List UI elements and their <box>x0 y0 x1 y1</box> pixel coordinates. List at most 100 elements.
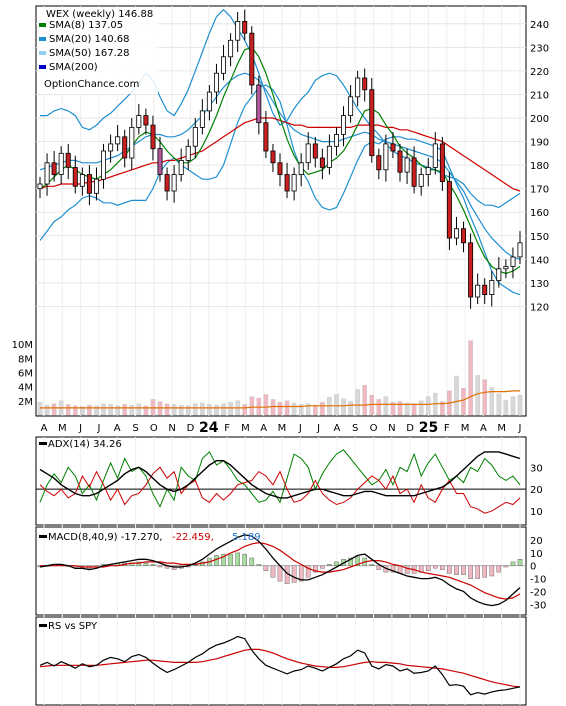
volume-bar <box>221 403 226 416</box>
macd-histogram-bar <box>313 565 318 573</box>
macd-legend: MACD(8,40,9) -17.270, -22.459, 5.189 <box>39 532 261 543</box>
adx-tick-label: 20 <box>530 485 543 496</box>
macd-histogram-bar <box>425 565 431 572</box>
candle-body <box>468 242 474 298</box>
rs-line <box>39 635 521 696</box>
volume-bar <box>263 394 269 416</box>
candle-body <box>101 150 107 180</box>
macd-tick-label: -10 <box>530 575 546 586</box>
candle-body <box>362 77 368 91</box>
volume-tick-label: 2M <box>18 397 33 408</box>
volume-bars <box>37 340 523 416</box>
macd-histogram-bar <box>143 562 149 566</box>
candle-body <box>432 143 438 168</box>
volume-bar <box>320 402 325 416</box>
candle-body <box>291 174 297 192</box>
rs-series <box>39 635 521 696</box>
legend-sma20: SMA(20) 140.68 <box>49 34 130 45</box>
volume-bar <box>397 401 403 416</box>
volume-bar <box>228 402 233 416</box>
volume-bar <box>482 379 487 416</box>
volume-bar <box>207 404 212 416</box>
volume-bar <box>256 397 262 416</box>
volume-bar <box>298 404 304 416</box>
volume-bar <box>249 396 255 416</box>
volume-bar <box>37 402 43 416</box>
chart-title: WEX (weekly) 146.88 <box>46 9 153 20</box>
volume-bar <box>115 405 120 416</box>
macd-histogram-bar <box>327 564 332 566</box>
volume-tick-label: 6M <box>18 369 33 380</box>
volume-bar <box>200 402 205 416</box>
macd-histogram-bar <box>482 565 488 578</box>
macd-histogram-bar <box>454 565 459 575</box>
candle-body <box>122 136 128 159</box>
macd-histogram-bar <box>496 565 502 573</box>
candle-body <box>383 143 389 171</box>
macd-histogram-bar <box>249 557 255 566</box>
x-tick-label: O <box>370 423 378 434</box>
candle-body <box>213 72 219 93</box>
macd-signal-value: -22.459, <box>172 532 214 543</box>
price-tick-label: 180 <box>530 161 549 172</box>
price-tick-label: 220 <box>530 67 549 78</box>
macd-histogram-bar <box>228 553 233 566</box>
x-tick-label: J <box>298 423 302 434</box>
volume-bar <box>164 403 170 416</box>
candle-body <box>489 280 495 296</box>
legend-swatch-sma8 <box>39 23 46 27</box>
x-tick-label: D <box>187 423 195 434</box>
candle-body <box>376 155 382 171</box>
candle-body <box>185 145 191 161</box>
price-tick-label: 120 <box>530 302 549 313</box>
volume-bar <box>305 403 311 416</box>
candle-body <box>199 110 205 128</box>
volume-bar <box>129 404 135 416</box>
gridlines <box>36 6 526 705</box>
volume-bar <box>341 398 346 416</box>
candle-body <box>249 32 255 86</box>
candle-body <box>108 143 114 152</box>
adx-label: ADX(14) 34.26 <box>48 439 122 450</box>
macd-histogram-bar <box>214 555 219 566</box>
watermark: OptionChance.com <box>44 79 139 90</box>
minus-di-line <box>39 466 521 514</box>
x-tick-label: A <box>114 423 121 434</box>
volume-bar <box>150 399 156 416</box>
macd-histogram-bar <box>320 565 325 569</box>
x-tick-label: 24 <box>199 420 219 436</box>
candle-body <box>446 181 452 239</box>
volume-bar <box>94 405 99 416</box>
candle-body <box>157 148 163 175</box>
x-tick-label: S <box>352 423 358 434</box>
candle-body <box>425 167 431 175</box>
x-tick-label: J <box>316 423 320 434</box>
volume-bar <box>101 403 106 416</box>
macd-histogram-bar <box>263 565 269 572</box>
candle-body <box>496 268 502 281</box>
candle-body <box>136 115 142 128</box>
x-tick-label: M <box>58 423 67 434</box>
legend-swatch-sma50 <box>39 51 46 55</box>
candle-body <box>277 162 283 176</box>
volume-bar <box>517 395 523 416</box>
x-tick-label: M <box>461 423 470 434</box>
x-tick-label: N <box>388 423 395 434</box>
candle-body <box>510 256 516 267</box>
price-tick-label: 130 <box>530 279 549 290</box>
x-tick-label: A <box>480 423 487 434</box>
volume-bar <box>390 402 396 416</box>
volume-bar <box>171 404 177 416</box>
volume-bar <box>348 401 353 416</box>
x-tick-label: F <box>224 423 230 434</box>
volume-bar <box>143 405 149 416</box>
macd-histogram-bar <box>489 565 495 577</box>
legend-sma50: SMA(50) 167.28 <box>49 48 130 59</box>
adx-series <box>36 449 526 514</box>
volume-average-line <box>40 390 520 409</box>
candle-body <box>326 145 332 168</box>
volume-bar <box>411 403 417 416</box>
volume-bar <box>503 399 509 416</box>
volume-bar <box>489 387 495 416</box>
candle-body <box>58 152 64 175</box>
